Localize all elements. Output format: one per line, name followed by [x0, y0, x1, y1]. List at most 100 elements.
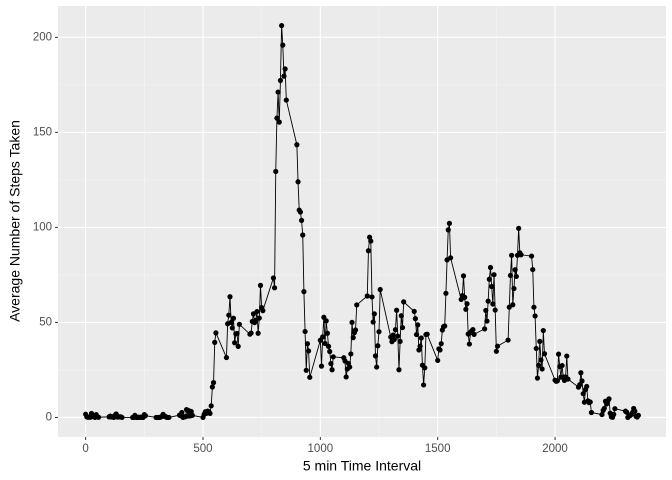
- point: [487, 264, 494, 271]
- point: [539, 366, 545, 372]
- point: [277, 77, 284, 84]
- grid: [58, 6, 666, 437]
- point: [612, 406, 618, 412]
- point: [554, 378, 560, 384]
- point: [303, 367, 309, 373]
- point: [438, 341, 444, 347]
- point: [466, 341, 472, 347]
- point: [442, 323, 448, 329]
- point: [533, 345, 539, 352]
- point: [482, 326, 488, 332]
- point: [470, 327, 476, 333]
- point: [463, 306, 469, 312]
- point: [415, 322, 421, 328]
- point: [392, 327, 399, 333]
- point: [578, 370, 584, 376]
- point: [255, 330, 261, 336]
- point: [212, 339, 218, 345]
- point: [365, 248, 372, 254]
- point: [401, 299, 407, 305]
- point: [555, 351, 562, 357]
- point: [493, 348, 499, 354]
- point: [412, 316, 418, 322]
- point: [565, 376, 571, 382]
- point: [532, 313, 538, 319]
- point: [248, 330, 254, 336]
- point: [354, 302, 360, 308]
- y-tick-label: 50: [39, 316, 52, 328]
- point: [510, 302, 516, 308]
- point: [601, 405, 607, 411]
- point: [280, 42, 286, 48]
- x-tick-label: 2000: [542, 443, 568, 455]
- point: [209, 384, 215, 390]
- point: [271, 285, 278, 291]
- point: [584, 383, 590, 390]
- point: [323, 318, 329, 324]
- point: [422, 365, 428, 371]
- point: [462, 294, 468, 300]
- point: [270, 275, 276, 281]
- point: [228, 319, 234, 326]
- marks: [83, 22, 641, 421]
- point: [435, 357, 441, 364]
- point: [322, 340, 328, 347]
- point: [489, 283, 495, 290]
- point: [294, 142, 300, 148]
- point: [528, 253, 535, 259]
- point: [587, 399, 593, 405]
- point: [208, 403, 214, 409]
- point: [283, 97, 289, 103]
- y-tick-label: 0: [46, 411, 52, 423]
- point: [300, 232, 306, 238]
- point: [227, 294, 233, 300]
- point: [464, 301, 470, 307]
- point: [223, 354, 230, 361]
- point: [372, 353, 379, 359]
- point: [443, 290, 449, 296]
- point: [306, 348, 312, 354]
- point: [364, 293, 370, 299]
- point: [398, 313, 404, 319]
- point: [260, 308, 266, 314]
- point: [374, 364, 380, 370]
- point: [226, 312, 232, 318]
- point: [511, 285, 517, 292]
- point: [327, 348, 333, 355]
- point: [424, 331, 430, 337]
- point: [302, 328, 308, 335]
- point: [256, 315, 262, 321]
- point: [540, 327, 546, 334]
- point: [347, 364, 353, 370]
- point: [512, 267, 518, 273]
- plot-panel: [58, 6, 666, 437]
- point: [325, 343, 332, 349]
- x-tick-label: 1500: [425, 443, 451, 455]
- point: [624, 409, 630, 415]
- point: [276, 119, 282, 125]
- point: [396, 367, 402, 373]
- point: [304, 341, 311, 347]
- point: [418, 335, 424, 341]
- point: [541, 351, 548, 357]
- point: [368, 238, 374, 244]
- point: [95, 414, 102, 420]
- point: [279, 22, 285, 29]
- y-axis-title: Average Number of Steps Taken: [7, 120, 23, 322]
- point: [142, 413, 149, 419]
- point: [411, 308, 417, 314]
- point: [343, 374, 349, 380]
- point: [483, 307, 489, 314]
- point: [275, 89, 281, 95]
- point: [236, 321, 242, 327]
- point: [349, 319, 355, 326]
- point: [232, 340, 238, 346]
- point: [531, 304, 537, 310]
- point: [611, 411, 617, 417]
- point: [606, 396, 612, 402]
- point: [375, 343, 381, 349]
- point: [564, 353, 570, 359]
- point: [580, 391, 586, 397]
- point: [484, 318, 490, 324]
